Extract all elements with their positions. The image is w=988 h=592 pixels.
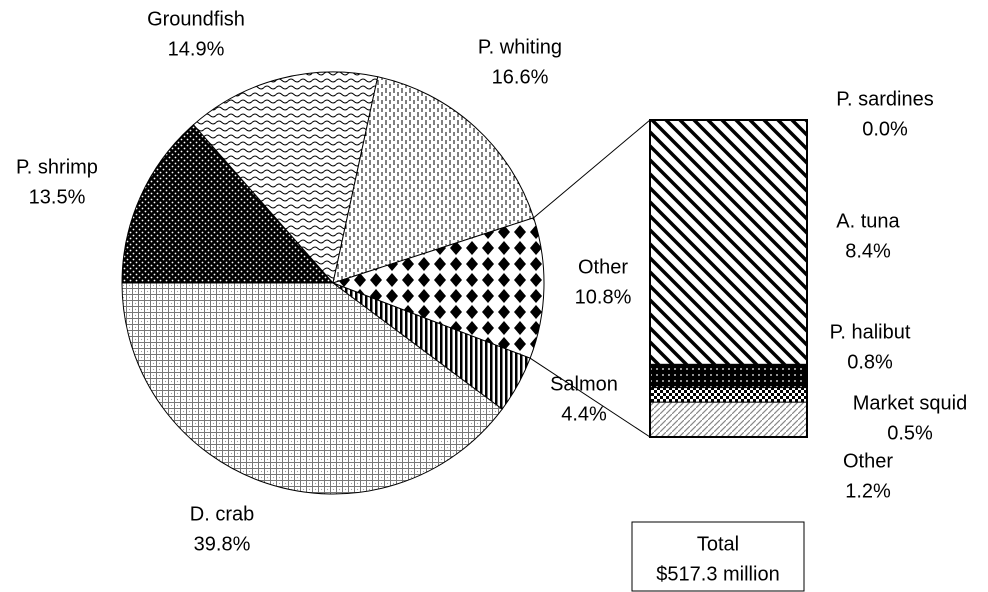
bar-value-label: 0.8% (847, 351, 893, 373)
total-box (631, 521, 805, 592)
bar-value-label: 1.2% (845, 480, 891, 502)
pie-slice (192, 71, 379, 285)
bar-outline (649, 119, 808, 438)
bar-label: P. sardines (836, 88, 933, 110)
slice-value-label: 10.8% (575, 286, 632, 308)
bar-label: A. tuna (836, 210, 900, 232)
bar-segment (649, 387, 808, 403)
bar-label: P. halibut (830, 321, 911, 343)
pie-slice (121, 124, 335, 284)
slice-value-label: 13.5% (29, 186, 86, 208)
total-value: $517.3 million (656, 563, 779, 585)
bar-segment (649, 401, 808, 438)
slice-value-label: 39.8% (194, 533, 251, 555)
connector-line (529, 357, 651, 438)
bar-value-label: 8.4% (845, 240, 891, 262)
slice-value-label: 16.6% (492, 66, 549, 88)
slice-value-label: 4.4% (561, 403, 607, 425)
pie-slice (121, 282, 503, 495)
pie-slice (332, 76, 535, 284)
slice-label: Groundfish (147, 8, 245, 30)
connector-line (533, 119, 651, 219)
slice-value-label: 14.9% (168, 38, 225, 60)
slice-label: Other (578, 256, 628, 278)
total-label: Total (697, 533, 739, 555)
slice-label: D. crab (190, 503, 254, 525)
slice-label: Salmon (550, 373, 618, 395)
bar-label: Market squid (853, 392, 968, 414)
slice-label: P. whiting (478, 36, 562, 58)
bar-segment (649, 119, 808, 365)
slice-label: P. shrimp (16, 156, 98, 178)
bar-segment (649, 363, 808, 389)
pie-slice (331, 217, 545, 359)
bar-label: Other (843, 450, 893, 472)
bar-value-label: 0.0% (862, 118, 908, 140)
bar-value-label: 0.5% (887, 422, 933, 444)
